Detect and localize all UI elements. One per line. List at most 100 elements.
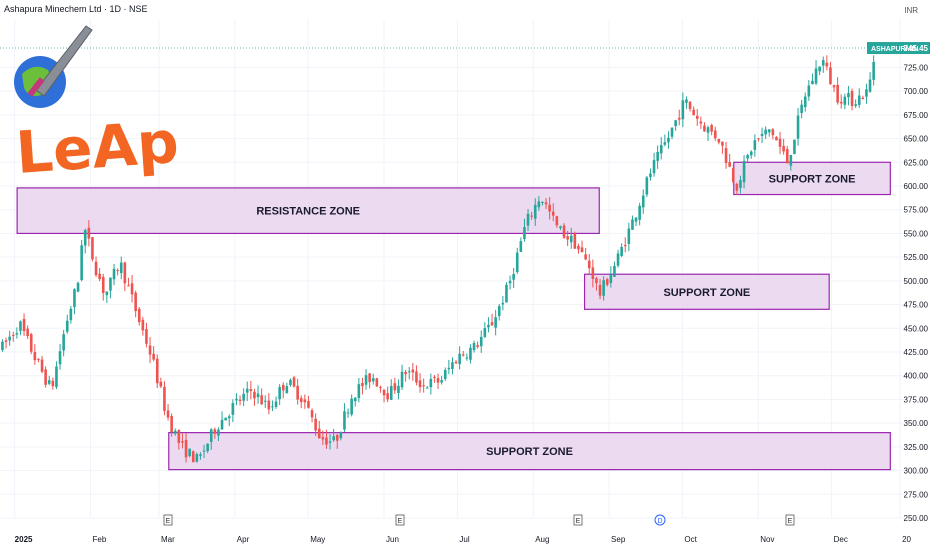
candle-up[interactable] [73, 289, 76, 308]
candle-up[interactable] [638, 205, 641, 220]
candle-down[interactable] [170, 416, 173, 432]
candle-down[interactable] [436, 378, 440, 383]
candle-down[interactable] [829, 67, 832, 85]
candle-down[interactable] [37, 358, 40, 360]
candle-up[interactable] [857, 95, 861, 105]
candle-up[interactable] [649, 173, 652, 178]
candle-down[interactable] [839, 101, 843, 104]
candle-down[interactable] [44, 369, 47, 385]
candle-up[interactable] [865, 89, 868, 97]
candle-up[interactable] [242, 393, 245, 401]
candle-up[interactable] [278, 387, 281, 400]
candle-up[interactable] [173, 430, 177, 434]
candle-down[interactable] [861, 97, 865, 100]
candle-up[interactable] [289, 379, 292, 385]
candle-down[interactable] [382, 389, 386, 396]
candle-down[interactable] [145, 329, 148, 344]
candle-up[interactable] [796, 115, 800, 139]
candle-down[interactable] [253, 391, 256, 399]
candle-down[interactable] [303, 399, 307, 403]
candle-down[interactable] [116, 270, 119, 272]
candle-up[interactable] [526, 213, 530, 226]
candle-up[interactable] [868, 79, 872, 92]
candle-up[interactable] [663, 142, 667, 145]
zone-box[interactable] [583, 273, 830, 310]
candle-up[interactable] [479, 336, 483, 347]
candle-down[interactable] [530, 215, 533, 217]
candle-up[interactable] [47, 380, 51, 384]
candle-up[interactable] [220, 419, 224, 430]
zone-box[interactable] [733, 161, 891, 196]
candle-down[interactable] [299, 398, 303, 403]
candle-up[interactable] [670, 127, 674, 137]
candle-up[interactable] [69, 308, 73, 321]
candle-up[interactable] [814, 68, 818, 84]
candle-down[interactable] [695, 115, 699, 119]
candle-down[interactable] [422, 385, 425, 387]
candle-down[interactable] [141, 319, 145, 331]
candle-down[interactable] [785, 149, 789, 164]
candle-up[interactable] [739, 180, 742, 188]
candle-up[interactable] [55, 366, 58, 388]
candle-down[interactable] [152, 353, 155, 360]
zone-box[interactable] [168, 432, 891, 471]
candle-up[interactable] [465, 357, 469, 359]
candle-up[interactable] [263, 400, 267, 402]
candle-up[interactable] [285, 386, 289, 394]
candle-down[interactable] [4, 340, 8, 342]
candle-up[interactable] [634, 217, 638, 222]
candle-up[interactable] [641, 195, 645, 208]
candle-down[interactable] [317, 428, 321, 439]
candle-down[interactable] [782, 145, 785, 152]
candle-up[interactable] [339, 432, 343, 439]
candle-down[interactable] [710, 125, 713, 132]
candle-down[interactable] [281, 384, 285, 391]
candle-down[interactable] [587, 260, 591, 269]
candle-up[interactable] [505, 284, 508, 303]
candle-down[interactable] [368, 373, 371, 383]
candle-down[interactable] [148, 345, 152, 355]
candle-down[interactable] [40, 359, 44, 372]
candle-down[interactable] [584, 254, 587, 260]
last-price-tag[interactable] [867, 42, 930, 55]
candle-down[interactable] [544, 202, 548, 205]
candle-down[interactable] [87, 227, 91, 239]
candle-up[interactable] [206, 443, 209, 452]
candle-down[interactable] [476, 345, 479, 347]
candle-up[interactable] [559, 226, 562, 229]
candle-down[interactable] [314, 418, 317, 431]
candle-up[interactable] [800, 104, 803, 114]
candle-up[interactable] [789, 154, 793, 166]
candle-down[interactable] [249, 389, 253, 392]
candle-down[interactable] [375, 378, 379, 387]
candle-down[interactable] [361, 383, 364, 387]
candle-down[interactable] [130, 283, 134, 295]
candle-up[interactable] [854, 104, 857, 106]
candle-up[interactable] [659, 145, 663, 154]
candle-up[interactable] [627, 228, 631, 244]
candle-down[interactable] [573, 233, 577, 249]
candle-up[interactable] [533, 204, 537, 219]
candle-down[interactable] [775, 136, 778, 141]
candle-up[interactable] [202, 450, 206, 452]
candle-up[interactable] [760, 133, 764, 136]
candle-up[interactable] [245, 388, 249, 393]
candle-up[interactable] [447, 367, 451, 370]
candle-up[interactable] [400, 371, 404, 388]
candle-up[interactable] [235, 398, 238, 401]
candle-down[interactable] [728, 161, 731, 167]
candle-up[interactable] [609, 274, 613, 283]
candle-up[interactable] [616, 253, 620, 266]
candle-up[interactable] [541, 201, 544, 203]
candle-up[interactable] [8, 336, 11, 341]
candle-up[interactable] [407, 371, 411, 373]
candle-down[interactable] [296, 385, 299, 400]
dividend-marker[interactable] [654, 514, 666, 526]
candle-up[interactable] [753, 140, 757, 150]
candle-up[interactable] [674, 120, 677, 127]
candle-up[interactable] [685, 99, 688, 103]
candle-down[interactable] [29, 334, 33, 352]
candle-up[interactable] [847, 93, 850, 98]
candle-down[interactable] [850, 90, 854, 107]
candle-down[interactable] [566, 236, 569, 240]
